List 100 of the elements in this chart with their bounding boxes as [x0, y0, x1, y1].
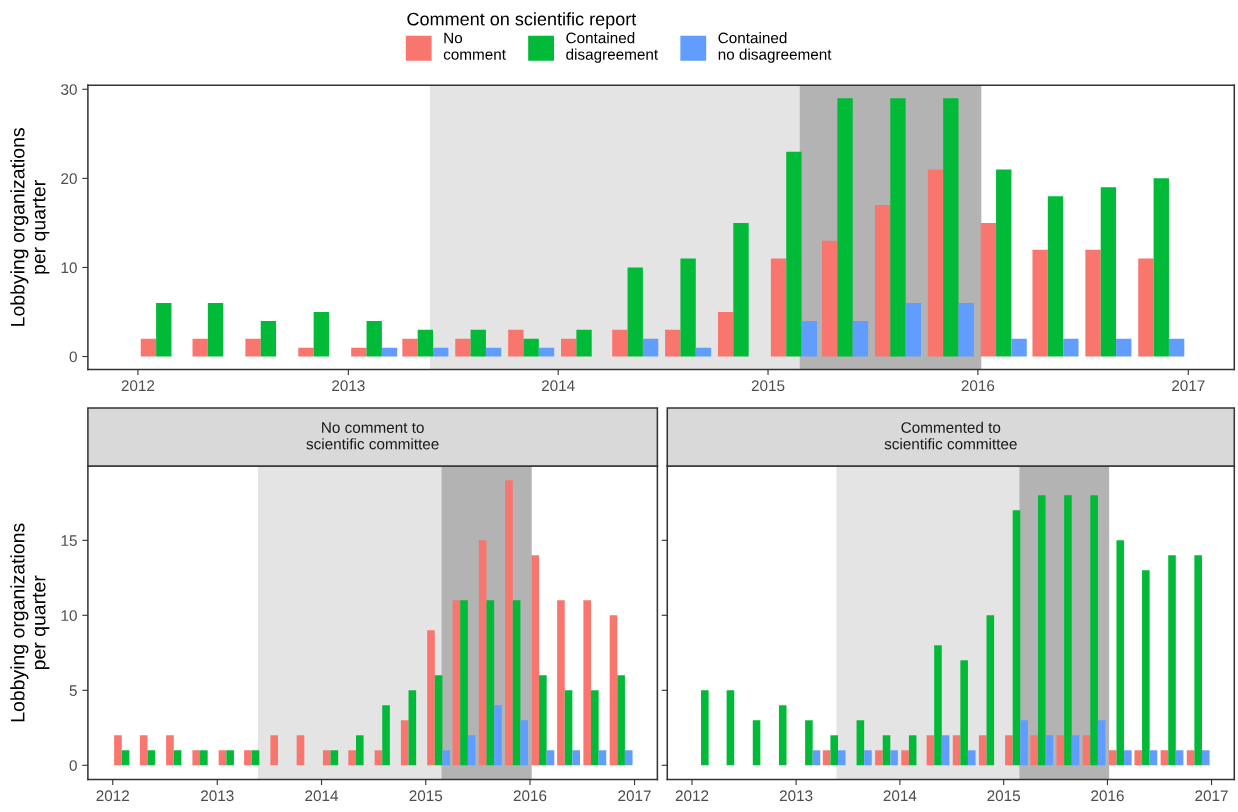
- bar: [200, 750, 208, 766]
- y-axis-title: Lobbying organizations per quarter: [10, 523, 50, 722]
- y-tick-label: 5: [69, 685, 77, 696]
- bar: [1005, 735, 1013, 766]
- bar: [927, 169, 944, 357]
- bar: [244, 750, 252, 766]
- bar: [382, 705, 390, 766]
- bar: [717, 312, 734, 357]
- bar: [434, 675, 443, 766]
- x-tick-label: 2015: [987, 790, 1021, 802]
- bar: [1175, 750, 1184, 766]
- bar: [1194, 555, 1202, 766]
- bar: [890, 98, 906, 357]
- bar: [770, 258, 787, 357]
- bar: [837, 750, 846, 766]
- bar: [139, 735, 148, 766]
- bar: [852, 320, 869, 357]
- bar: [485, 347, 502, 357]
- bar: [996, 169, 1012, 357]
- bar: [348, 750, 356, 766]
- bar: [572, 750, 580, 766]
- bar: [140, 338, 157, 357]
- bar: [624, 750, 633, 766]
- bar: [1071, 735, 1080, 766]
- bar: [752, 720, 761, 766]
- bar: [1160, 750, 1169, 766]
- bar: [260, 320, 277, 357]
- bar: [114, 735, 122, 766]
- bar: [1030, 735, 1038, 766]
- bar: [882, 735, 891, 766]
- bar: [355, 735, 364, 766]
- x-tick-label: 2015: [409, 790, 443, 802]
- bar: [1149, 750, 1158, 766]
- bar: [166, 735, 174, 766]
- bar: [1020, 720, 1028, 766]
- bar: [591, 690, 599, 766]
- bar: [402, 338, 418, 357]
- bar: [960, 660, 968, 766]
- bar: [980, 222, 997, 357]
- bar: [374, 750, 383, 766]
- bar: [417, 329, 434, 357]
- bar: [512, 600, 521, 766]
- bar: [1138, 258, 1154, 357]
- bar: [905, 303, 921, 357]
- bar: [207, 303, 224, 357]
- bar: [1100, 187, 1117, 357]
- bar: [1153, 178, 1169, 357]
- bar: [952, 735, 961, 766]
- bar: [442, 750, 451, 766]
- bar: [147, 750, 156, 766]
- bar: [121, 750, 130, 766]
- bar: [642, 338, 659, 357]
- y-axis-title: Lobbying organizations per quarter: [10, 128, 50, 326]
- y-tick-label: 10: [61, 610, 77, 621]
- bar: [890, 750, 898, 766]
- bar: [1085, 249, 1101, 357]
- bar: [173, 750, 182, 766]
- bar: [192, 750, 201, 766]
- x-tick-label: 2014: [305, 790, 339, 802]
- bar: [941, 735, 950, 766]
- y-tick-label: 0: [69, 760, 77, 771]
- bar: [531, 555, 540, 766]
- x-tick-label: 2012: [96, 790, 129, 802]
- bar: [1011, 338, 1027, 357]
- bar: [400, 720, 409, 766]
- bar: [523, 338, 539, 357]
- bar: [986, 615, 995, 766]
- bar: [322, 750, 331, 766]
- bar: [486, 600, 495, 766]
- bar: [298, 347, 314, 357]
- bar: [433, 347, 449, 357]
- bar: [926, 735, 935, 766]
- bar: [564, 690, 573, 766]
- bar: [251, 750, 260, 766]
- x-tick-label: 2013: [332, 380, 365, 392]
- bar: [934, 645, 942, 766]
- bar: [1142, 570, 1150, 766]
- bar: [408, 690, 417, 766]
- bar: [1108, 750, 1117, 766]
- legend-title: Comment on scientific report: [407, 12, 637, 30]
- bar: [805, 720, 813, 766]
- bar: [296, 735, 305, 766]
- bar: [875, 750, 883, 766]
- x-tick-label: 2013: [201, 790, 234, 802]
- bar: [192, 338, 208, 357]
- bar: [837, 98, 853, 357]
- bar: [1186, 750, 1195, 766]
- chart-title: No comment to scientific committee: [306, 422, 439, 450]
- bar: [505, 480, 513, 766]
- bar: [270, 735, 279, 766]
- bar: [1134, 750, 1143, 766]
- bar: [330, 750, 339, 766]
- bar: [1168, 555, 1176, 766]
- bar: [561, 338, 577, 357]
- bar: [156, 303, 172, 357]
- bar: [583, 600, 592, 766]
- bar: [864, 750, 872, 766]
- bar: [627, 267, 643, 357]
- y-tick-label: 20: [61, 173, 77, 185]
- bar: [1032, 249, 1048, 357]
